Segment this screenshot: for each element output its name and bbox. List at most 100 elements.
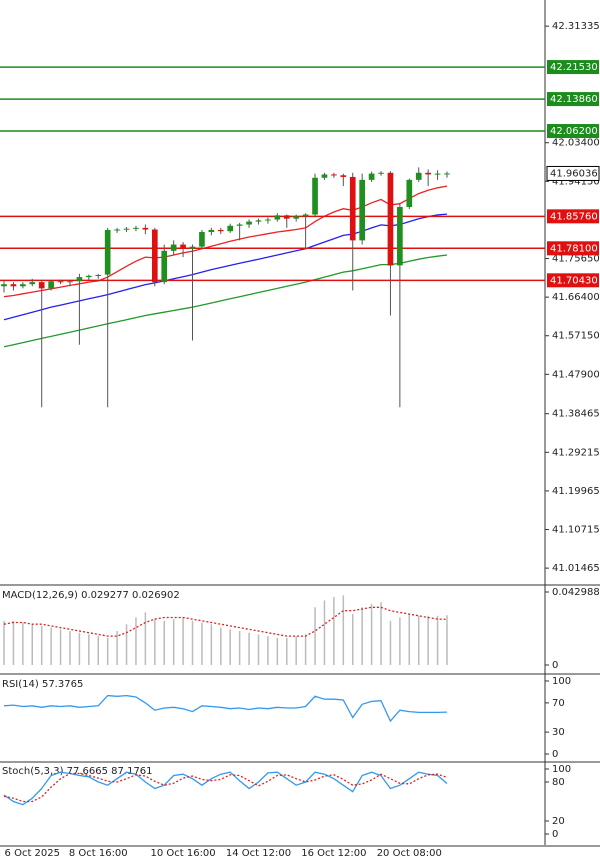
level-tag [547, 209, 599, 224]
candle-body [95, 275, 102, 277]
x-tick-label: 10 Oct 16:00 [150, 848, 215, 859]
indicator-line [3, 771, 448, 806]
level-tag [547, 124, 599, 139]
level-label: 41.70430 [550, 275, 598, 286]
candle-body [312, 177, 318, 215]
candle-body [208, 229, 215, 233]
candle-body [246, 221, 252, 225]
candle-body [227, 225, 234, 232]
candle-body [349, 176, 356, 241]
y-tick-label: 41.19965 [552, 486, 600, 497]
signal-line [3, 606, 448, 637]
level-tag [547, 60, 599, 75]
candle-body [265, 219, 271, 221]
indicator-title: Stoch(5,3,3) 77.6665 87.1761 [2, 766, 153, 777]
candle-body [86, 275, 92, 278]
level-label: 41.78100 [550, 243, 598, 254]
candle-body [48, 281, 54, 289]
level-tag [547, 273, 599, 288]
candle-body [217, 229, 224, 232]
level-label: 42.13860 [550, 94, 598, 105]
candle-body [444, 173, 450, 175]
candle-body [180, 244, 186, 249]
candle-body [57, 281, 64, 283]
candle-body [255, 220, 262, 222]
y-tick-label: 70 [552, 698, 565, 709]
candle-body [434, 173, 441, 175]
candle-body [415, 172, 422, 180]
candle-body [331, 174, 337, 176]
x-tick-label: 8 Oct 16:00 [69, 848, 128, 859]
moving-average [3, 254, 448, 348]
candle-body [20, 284, 26, 287]
candle-body [274, 215, 281, 220]
candle-body [142, 227, 149, 230]
y-tick-label: 41.29215 [552, 447, 600, 458]
x-tick-label: 14 Oct 12:00 [226, 848, 291, 859]
level-tag [547, 92, 599, 107]
indicator-title: MACD(12,26,9) 0.029277 0.026902 [2, 590, 180, 601]
candle-body [359, 179, 365, 241]
y-tick-label: 100 [552, 676, 571, 687]
level-label: 41.85760 [550, 211, 598, 222]
candle-body [302, 214, 309, 217]
y-tick-label: 30 [552, 727, 565, 738]
candle-body [114, 229, 120, 231]
y-tick-label: 0.042988 [552, 587, 600, 598]
candle-body [67, 281, 73, 283]
candle-body [104, 229, 111, 275]
y-tick-label: 41.94150 [552, 176, 600, 187]
candle-body [387, 172, 394, 266]
y-tick-label: 0 [552, 660, 558, 671]
y-tick-label: 41.38465 [552, 409, 600, 420]
y-tick-label: 20 [552, 816, 565, 827]
x-tick-label: 16 Oct 12:00 [301, 848, 366, 859]
y-tick-label: 0 [552, 829, 558, 840]
moving-average [3, 185, 448, 298]
candle-body [151, 229, 158, 283]
candle-body [38, 282, 45, 289]
candle-body [321, 174, 328, 178]
y-tick-label: 41.75650 [552, 254, 600, 265]
y-tick-label: 41.10715 [552, 525, 600, 536]
y-tick-label: 42.03400 [552, 138, 600, 149]
y-tick-label: 41.01465 [552, 563, 600, 574]
level-label: 42.06200 [550, 126, 598, 137]
moving-average [3, 213, 448, 321]
candle-body [397, 206, 403, 266]
level-label: 42.21530 [550, 62, 598, 73]
indicator-line [3, 694, 448, 723]
candle-body [340, 175, 347, 177]
candle-body [368, 173, 375, 180]
last-price-label: 41.96036 [550, 168, 598, 179]
y-tick-label: 100 [552, 764, 571, 775]
candle-body [133, 227, 139, 229]
candle-body [161, 250, 168, 283]
candle-body [1, 284, 7, 287]
y-tick-label: 41.66400 [552, 292, 600, 303]
candle-body [293, 216, 300, 219]
level-tag [547, 241, 599, 256]
indicator-line [3, 772, 448, 803]
candle-body [425, 172, 431, 175]
last-price-tag [546, 165, 600, 181]
x-tick-label: 20 Oct 08:00 [377, 848, 442, 859]
candle-body [10, 284, 17, 287]
candle-body [189, 246, 196, 249]
candle-body [283, 215, 290, 219]
y-tick-label: 0 [552, 749, 558, 760]
indicator-title: RSI(14) 57.3765 [2, 679, 83, 690]
candle-body [123, 228, 130, 230]
x-tick-label: 6 Oct 2025 [5, 848, 60, 859]
y-tick-label: 41.57150 [552, 331, 600, 342]
candle-body [29, 282, 36, 285]
candle-body [199, 232, 205, 247]
candle-body [378, 172, 384, 174]
y-tick-label: 41.47900 [552, 369, 600, 380]
y-tick-label: 80 [552, 777, 565, 788]
y-tick-label: 42.31335 [552, 21, 600, 32]
candle-body [406, 179, 413, 207]
candle-body [76, 277, 83, 282]
candle-body [236, 224, 243, 226]
